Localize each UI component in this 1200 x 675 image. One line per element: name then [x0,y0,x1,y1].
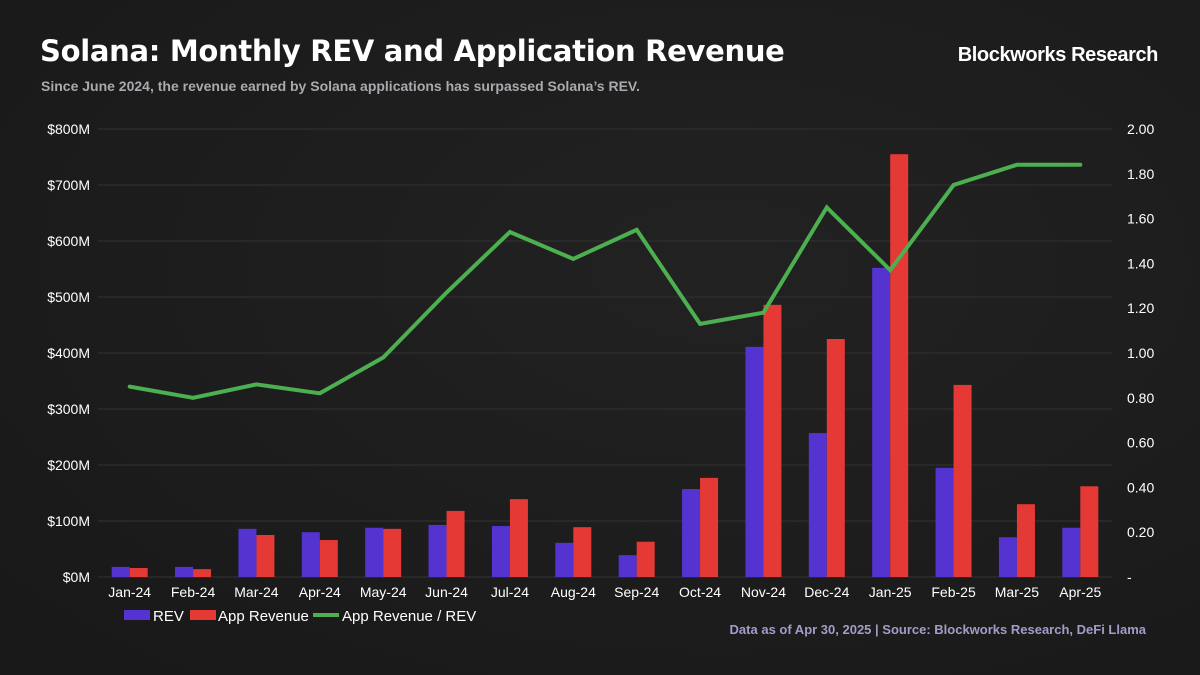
x-tick-label: Dec-24 [804,584,849,600]
bar-rev [428,524,447,577]
bar-rev [808,433,827,577]
bar-rev [872,267,891,577]
y-left-tick-label: $0M [63,569,90,585]
legend-label-ratio: App Revenue / REV [342,608,476,625]
bar-rev [175,566,194,577]
bar-rev [682,489,701,577]
ratio-line-layer [127,162,1083,400]
ratio-line [127,162,1083,400]
x-tick-label: Jan-24 [108,584,151,600]
x-tick-label: Jun-24 [425,584,468,600]
bar-app-revenue [1016,504,1035,577]
bar-app-revenue [890,154,909,577]
bar-app-revenue [826,339,845,577]
legend-swatch-app-revenue [190,610,216,620]
bar-app-revenue [700,477,719,577]
bar-rev [491,526,510,577]
y-left-tick-label: $700M [47,177,90,193]
bar-app-revenue [636,541,655,577]
y-left-tick-label: $300M [47,401,90,417]
source-note: Data as of Apr 30, 2025 | Source: Blockw… [729,622,1146,637]
y-axis-right: - 0.20 0.40 0.60 0.80 1.00 1.20 1.40 1.60 1.80 2.0… [1127,121,1154,585]
bar-app-revenue [1080,486,1099,577]
y-left-tick-label: $400M [47,345,90,361]
chart-title: Solana: Monthly REV and Application Reve… [40,34,785,68]
y-right-tick-label: 1.40 [1127,255,1154,271]
x-tick-label: Nov-24 [741,584,786,600]
bar-app-revenue [763,304,782,577]
y-right-tick-label: 1.20 [1127,300,1154,316]
x-tick-label: May-24 [360,584,407,600]
x-tick-label: Mar-24 [234,584,279,600]
bar-rev [1062,527,1081,577]
y-right-tick-label: 1.60 [1127,211,1154,227]
bar-rev [618,555,637,577]
bar-app-revenue [573,527,592,577]
x-tick-label: Jul-24 [491,584,529,600]
chart-subtitle: Since June 2024, the revenue earned by S… [41,78,640,94]
x-tick-label: Apr-25 [1059,584,1101,600]
y-right-tick-label: 0.60 [1127,435,1154,451]
x-tick-label: Oct-24 [679,584,721,600]
brand-logo-text: Blockworks Research [957,44,1159,66]
bar-rev [111,566,130,577]
y-right-tick-label: 1.00 [1127,345,1154,361]
gridlines [98,128,1112,578]
y-right-tick-label: - [1127,569,1132,585]
y-right-tick-label: 1.80 [1127,166,1154,182]
y-left-tick-label: $200M [47,457,90,473]
x-tick-label: Sep-24 [614,584,659,600]
x-tick-label: Feb-25 [931,584,976,600]
bar-rev [238,528,257,577]
bar-app-revenue [319,540,338,577]
bars [111,154,1099,577]
x-tick-label: Apr-24 [299,584,341,600]
bar-rev [555,542,574,577]
y-left-tick-label: $800M [47,121,90,137]
y-right-tick-label: 0.80 [1127,390,1154,406]
legend-label-rev: REV [153,608,184,625]
x-tick-label: Jan-25 [869,584,912,600]
bar-rev [935,467,954,577]
bar-app-revenue [383,528,402,577]
y-right-tick-label: 0.20 [1127,524,1154,540]
x-tick-label: Aug-24 [551,584,596,600]
bar-rev [745,346,764,577]
bar-app-revenue [129,568,148,577]
bar-app-revenue [256,535,275,577]
bar-app-revenue [509,499,528,577]
bar-app-revenue [446,510,465,577]
bar-rev [365,527,384,577]
bar-app-revenue [193,569,212,577]
bar-rev [998,537,1017,577]
x-tick-label: Feb-24 [171,584,216,600]
x-axis: Jan-24 Feb-24 Mar-24 Apr-24 May-24 Jun-24 Jul-… [108,584,1101,600]
y-axis-left: $0M $100M $200M $300M $400M $500M $600M $700M $8… [47,121,90,585]
y-right-tick-label: 2.00 [1127,121,1154,137]
legend-label-app-revenue: App Revenue [218,608,309,625]
y-left-tick-label: $600M [47,233,90,249]
bar-rev [301,532,320,577]
x-tick-label: Mar-25 [995,584,1040,600]
y-right-tick-label: 0.40 [1127,479,1154,495]
y-left-tick-label: $500M [47,289,90,305]
legend: REV App Revenue App Revenue / REV [124,608,476,625]
legend-swatch-rev [124,610,150,620]
bar-app-revenue [953,384,972,577]
y-left-tick-label: $100M [47,513,90,529]
